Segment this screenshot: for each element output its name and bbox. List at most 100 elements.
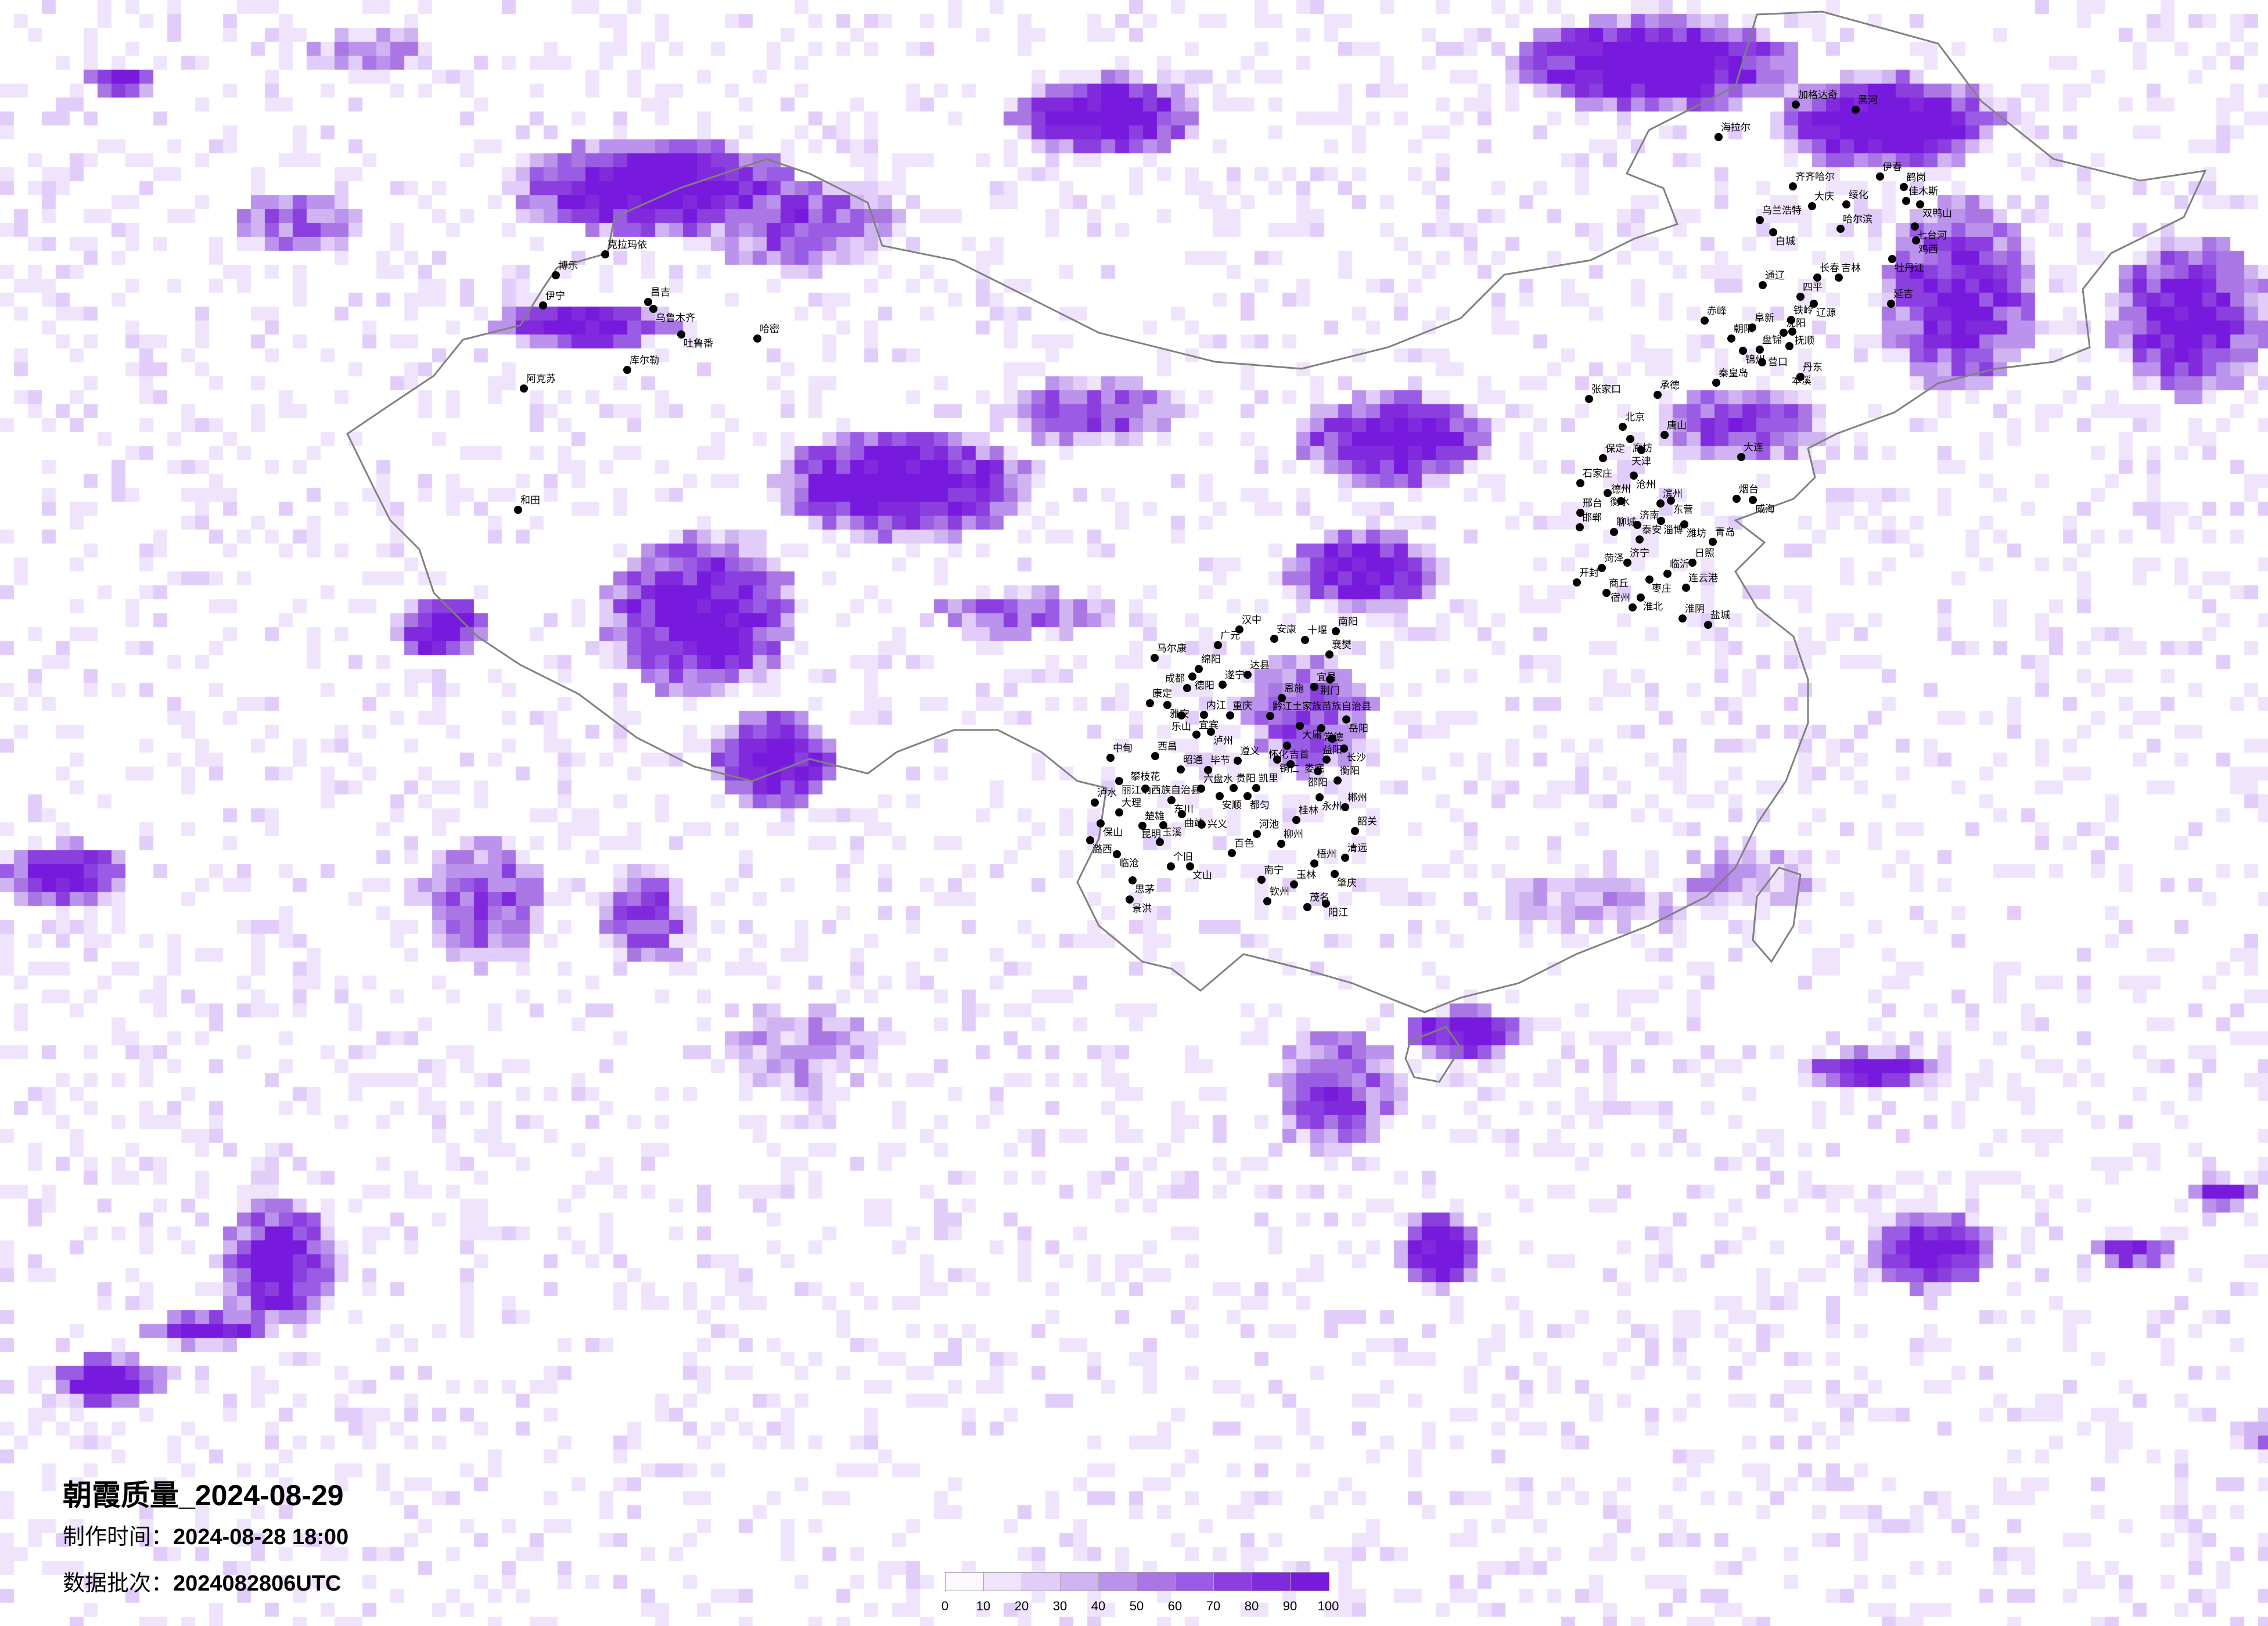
city-dot-icon xyxy=(1712,379,1720,387)
city-label: 秦皇岛 xyxy=(1719,368,1748,379)
city-dot-icon xyxy=(1198,821,1206,829)
taiwan-border-outline xyxy=(1752,866,1802,963)
city-label: 大庆 xyxy=(1814,191,1834,203)
city-label: 都匀 xyxy=(1250,800,1270,811)
city-label: 淄博 xyxy=(1663,524,1683,536)
city-dot-icon xyxy=(1576,509,1584,517)
city-dot-icon xyxy=(1715,133,1723,141)
city-dot-icon xyxy=(1758,358,1766,366)
city-dot-icon xyxy=(1341,854,1349,862)
city-dot-icon xyxy=(1340,744,1348,753)
city-label: 百色 xyxy=(1234,838,1254,850)
city-dot-icon xyxy=(1617,497,1625,505)
city-label: 潍坊 xyxy=(1687,528,1706,539)
city-label: 哈尔滨 xyxy=(1843,214,1872,225)
city-label: 玉林 xyxy=(1296,869,1316,881)
city-label: 邯郸 xyxy=(1582,512,1602,524)
city-dot-icon xyxy=(1709,538,1717,546)
city-label: 烟台 xyxy=(1739,484,1759,495)
city-dot-icon xyxy=(1235,625,1243,634)
city-label: 济南 xyxy=(1640,510,1659,521)
colorbar-legend xyxy=(945,1572,1329,1591)
colorbar-swatch xyxy=(1022,1573,1061,1591)
city-dot-icon xyxy=(644,298,652,306)
city-dot-icon xyxy=(1598,564,1606,572)
city-label: 怀化 xyxy=(1268,749,1288,761)
city-dot-icon xyxy=(1301,636,1309,644)
city-label: 乌鲁木齐 xyxy=(656,312,695,324)
city-dot-icon xyxy=(1602,589,1611,597)
colorbar-ticks: 0 10 20 30 40 50 60 70 80 90 100 xyxy=(941,1599,1339,1616)
city-dot-icon xyxy=(1178,810,1186,818)
city-label: 开封 xyxy=(1579,567,1599,579)
city-dot-icon xyxy=(1151,654,1159,662)
city-dot-icon xyxy=(1106,754,1115,762)
city-dot-icon xyxy=(1115,777,1123,785)
city-label: 郴州 xyxy=(1347,792,1367,804)
city-label: 安顺 xyxy=(1222,800,1242,811)
city-label: 石家庄 xyxy=(1583,468,1612,480)
production-time-value: 2024-08-28 18:00 xyxy=(173,1525,349,1549)
city-label: 昌吉 xyxy=(650,287,670,298)
city-label: 玉溪 xyxy=(1162,827,1182,839)
city-dot-icon xyxy=(1637,593,1645,602)
city-label: 泸水 xyxy=(1097,787,1117,799)
city-dot-icon xyxy=(1322,900,1330,908)
city-label: 泰安 xyxy=(1642,524,1662,536)
city-dot-icon xyxy=(677,330,685,339)
colorbar-swatch xyxy=(1061,1573,1099,1591)
city-label: 毕节 xyxy=(1210,755,1230,767)
city-dot-icon xyxy=(1219,681,1227,689)
city-dot-icon xyxy=(1167,862,1175,870)
city-dot-icon xyxy=(1230,784,1238,792)
colorbar-tick-label: 90 xyxy=(1282,1599,1297,1613)
city-dot-icon xyxy=(1270,635,1278,643)
city-dot-icon xyxy=(539,301,547,310)
city-label: 东营 xyxy=(1673,504,1693,516)
city-dot-icon xyxy=(1097,819,1105,828)
city-dot-icon xyxy=(1351,827,1359,835)
city-dot-icon xyxy=(1619,423,1627,431)
city-label: 沧州 xyxy=(1636,479,1656,491)
china-border-outline xyxy=(346,10,2207,1013)
city-dot-icon xyxy=(1151,752,1159,760)
city-dot-icon xyxy=(1207,728,1215,736)
city-dot-icon xyxy=(1739,347,1747,355)
city-label: 伊春 xyxy=(1882,161,1902,173)
city-dot-icon xyxy=(1630,472,1638,480)
city-label: 汉中 xyxy=(1242,614,1261,626)
city-label: 鸡西 xyxy=(1918,244,1938,256)
city-dot-icon xyxy=(1626,435,1634,443)
city-label: 六盘水 xyxy=(1203,774,1233,785)
city-dot-icon xyxy=(1163,701,1171,709)
city-dot-icon xyxy=(1322,756,1331,764)
city-dot-icon xyxy=(1277,840,1285,848)
city-dot-icon xyxy=(1888,255,1896,263)
city-label: 清远 xyxy=(1347,843,1367,854)
city-dot-icon xyxy=(1141,785,1149,793)
city-label: 佳木斯 xyxy=(1908,186,1938,197)
city-label: 荆门 xyxy=(1320,685,1340,697)
city-dot-icon xyxy=(1243,671,1252,679)
colorbar-tick-label: 30 xyxy=(1052,1599,1067,1613)
city-dot-icon xyxy=(1156,838,1164,846)
city-label: 岳阳 xyxy=(1349,723,1368,735)
city-dot-icon xyxy=(1623,559,1631,567)
city-label: 益阳 xyxy=(1322,744,1342,756)
city-dot-icon xyxy=(1195,665,1203,673)
city-label: 临沧 xyxy=(1119,858,1139,869)
city-dot-icon xyxy=(1576,523,1584,531)
city-label: 商丘 xyxy=(1609,578,1629,589)
city-label: 海拉尔 xyxy=(1721,122,1751,134)
city-label: 鹤岗 xyxy=(1906,172,1926,184)
city-label: 盐城 xyxy=(1710,610,1730,621)
city-label: 日照 xyxy=(1695,548,1715,559)
city-dot-icon xyxy=(1911,222,1919,231)
city-label: 昭通 xyxy=(1183,754,1203,766)
city-label: 楚雄 xyxy=(1145,811,1164,822)
city-label: 个旧 xyxy=(1173,851,1193,863)
city-label: 昆明 xyxy=(1141,829,1161,840)
city-dot-icon xyxy=(1303,903,1311,911)
city-label: 南阳 xyxy=(1338,616,1358,628)
city-dot-icon xyxy=(1266,712,1274,720)
